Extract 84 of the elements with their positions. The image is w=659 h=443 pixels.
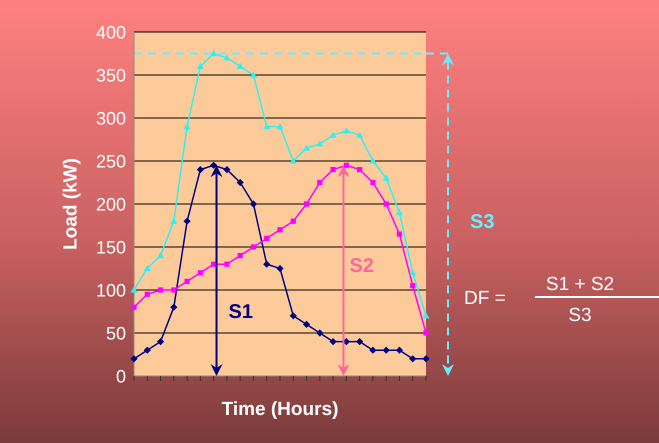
point (344, 162, 349, 168)
x-axis-title: Time (Hours) (222, 399, 338, 420)
point (356, 132, 364, 138)
point (264, 236, 270, 241)
point (236, 178, 244, 186)
point (170, 304, 178, 311)
point (422, 355, 430, 362)
point (236, 62, 244, 69)
y-tick-label: 100 (96, 280, 126, 300)
point (276, 123, 284, 130)
point (183, 218, 191, 225)
point (422, 312, 430, 318)
point (276, 264, 284, 272)
point (130, 355, 138, 362)
y-tick-label: 0 (116, 366, 126, 386)
point (144, 292, 150, 297)
text: DF = (464, 288, 506, 309)
point (250, 200, 258, 208)
point (131, 304, 137, 310)
ref-line-label: S3 (470, 211, 494, 233)
point (369, 346, 377, 354)
point (410, 283, 416, 288)
point (196, 166, 204, 174)
point (224, 262, 230, 267)
point (144, 264, 151, 272)
point (290, 157, 297, 164)
point (158, 287, 164, 293)
y-tick-label: 150 (96, 237, 126, 258)
point (171, 287, 176, 293)
point (238, 253, 243, 258)
point (290, 218, 296, 224)
point (330, 167, 336, 172)
y-tick-label: 250 (96, 151, 126, 172)
point (370, 180, 376, 186)
point (384, 201, 389, 207)
point (369, 157, 377, 164)
text: S1 + S2 (546, 274, 614, 295)
point (316, 329, 324, 337)
point (329, 338, 337, 346)
point (263, 123, 270, 130)
point (302, 144, 310, 151)
point (409, 269, 416, 276)
point (196, 62, 204, 69)
point (356, 338, 364, 346)
y-axis-title: Load (kW) (60, 158, 82, 250)
point (396, 209, 404, 216)
point (223, 166, 231, 174)
point (423, 330, 429, 336)
point (304, 201, 310, 207)
point (184, 278, 190, 284)
y-tick-label: 400 (96, 22, 126, 42)
point (170, 218, 178, 224)
y-tick-label: 50 (106, 323, 126, 344)
point (357, 167, 362, 172)
point (250, 71, 258, 78)
point (290, 312, 297, 320)
point (316, 140, 324, 146)
point (263, 260, 270, 268)
point (382, 346, 390, 354)
y-tick-label: 300 (96, 108, 126, 128)
text: S3 (568, 305, 592, 326)
point (183, 123, 191, 130)
point (302, 320, 310, 328)
point (317, 180, 322, 186)
point (130, 286, 138, 293)
point (342, 127, 350, 134)
point (277, 227, 283, 232)
point (329, 132, 337, 138)
point (382, 174, 390, 181)
point (198, 270, 203, 276)
point (223, 54, 231, 60)
point (396, 232, 402, 237)
point (409, 355, 416, 362)
annotation: S2 (349, 255, 374, 277)
annotation: S1 (228, 301, 253, 323)
point (250, 244, 256, 250)
point (210, 162, 218, 169)
point (156, 338, 164, 346)
point (396, 346, 404, 354)
y-tick-label: 350 (96, 65, 126, 86)
point (156, 252, 164, 258)
y-tick-label: 200 (96, 194, 126, 214)
point (210, 50, 218, 56)
point (144, 346, 151, 354)
